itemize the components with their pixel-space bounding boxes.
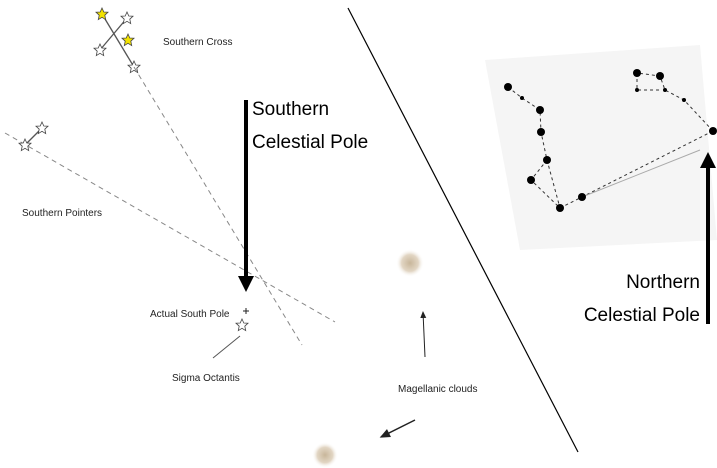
label: Southern Pointers	[22, 208, 102, 219]
star	[236, 319, 248, 331]
label: Actual South Pole	[150, 309, 230, 320]
label: Magellanic clouds	[398, 384, 478, 395]
arrow	[423, 312, 425, 357]
label: Sigma Octantis	[172, 373, 240, 384]
label: Northern	[626, 272, 700, 293]
southern-cross	[94, 8, 140, 73]
label: Celestial Pole	[252, 132, 368, 153]
cloud	[312, 442, 338, 468]
big-dipper	[485, 45, 717, 250]
label: Southern Cross	[163, 37, 232, 48]
diagram: Southern Cross Southern Pointers Souther…	[0, 0, 717, 468]
pointer-line	[213, 336, 240, 358]
label: Southern	[252, 99, 329, 120]
arrow	[381, 420, 415, 437]
cloud	[396, 249, 424, 277]
label: Celestial Pole	[584, 305, 700, 326]
guide-line	[5, 133, 335, 322]
pole-marker	[243, 308, 249, 314]
southern-pointers	[19, 122, 48, 151]
